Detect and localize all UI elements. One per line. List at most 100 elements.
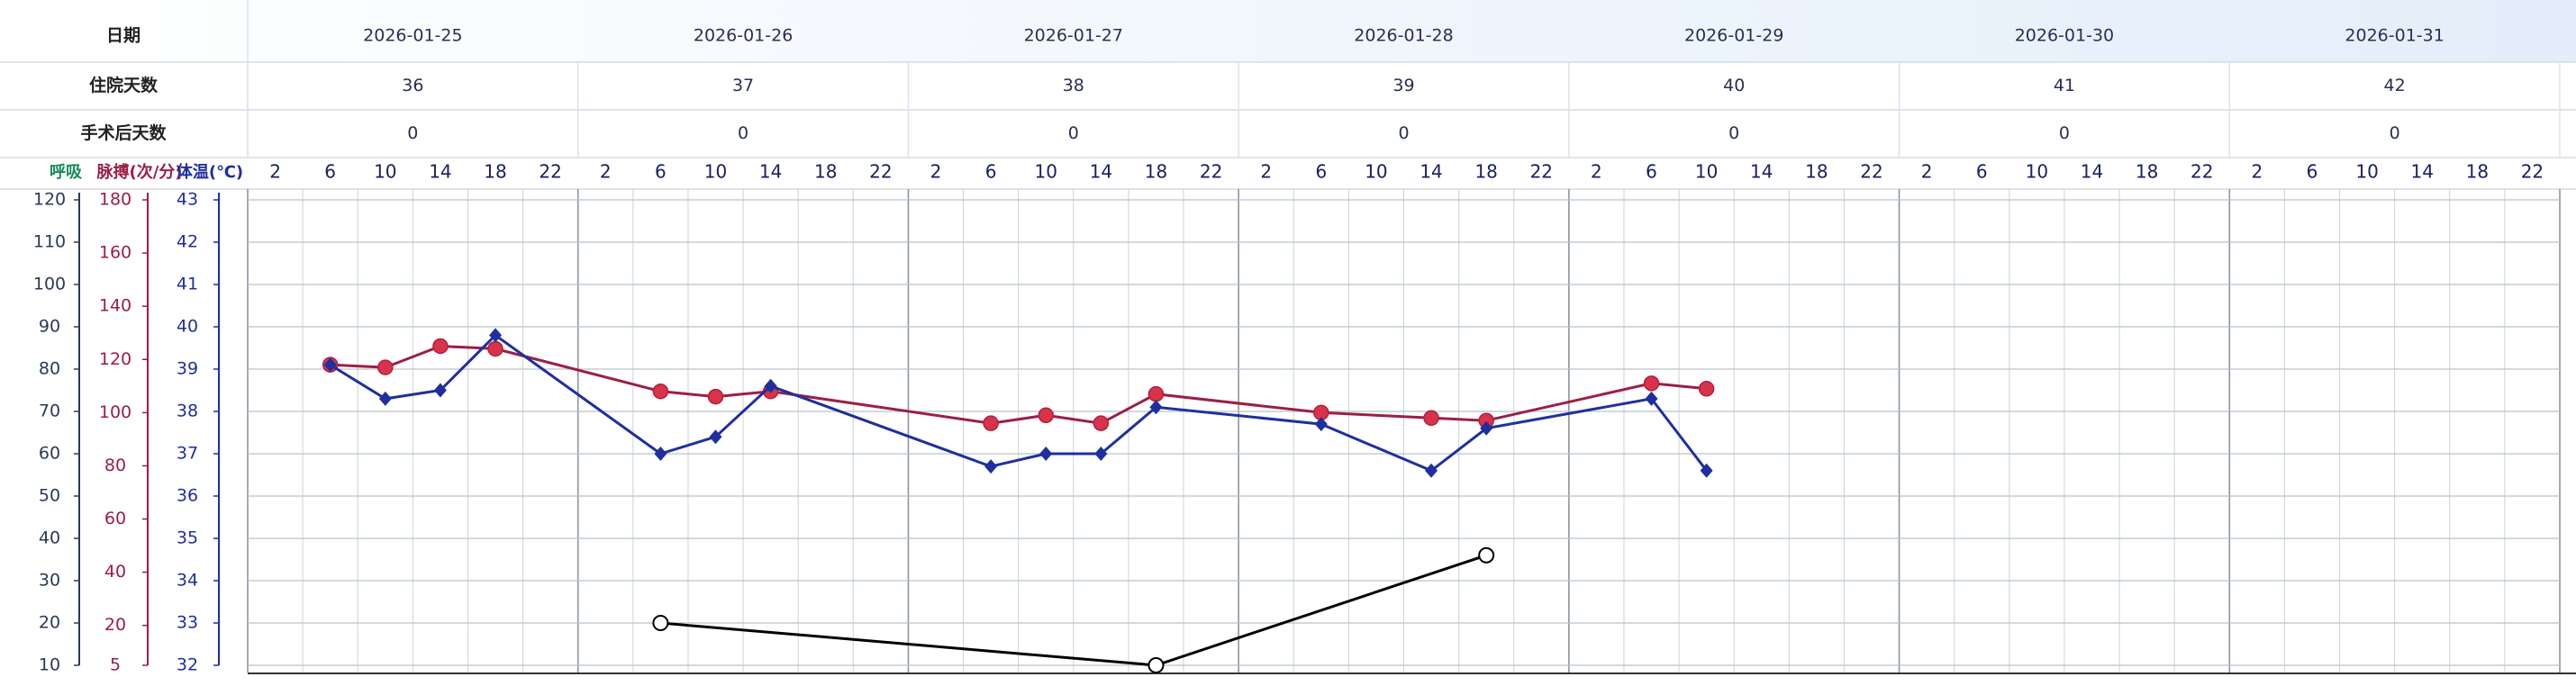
- day-cell: 42: [2384, 76, 2406, 95]
- hour-label: 10: [1365, 161, 1387, 183]
- y-tick-label: 39: [177, 359, 198, 379]
- y-tick-label: 120: [99, 349, 132, 369]
- y-tick-label: 32: [177, 655, 198, 675]
- point: [432, 338, 449, 355]
- hour-label: 14: [1750, 161, 1773, 183]
- hour-label: 2: [1591, 161, 1602, 183]
- y-tick-label: 120: [33, 190, 66, 210]
- day-cell: 0: [1068, 123, 1079, 143]
- hour-label: 6: [1976, 161, 1988, 183]
- y-tick-label: 70: [39, 402, 60, 421]
- y-tick-label: 5: [110, 655, 121, 675]
- point: [1643, 375, 1660, 392]
- day-cell: 0: [738, 123, 748, 143]
- y-tick-label: 110: [33, 232, 66, 252]
- hour-label: 14: [2410, 161, 2433, 183]
- date-cell: 2026-01-26: [694, 26, 793, 46]
- point: [764, 378, 777, 393]
- point: [1480, 420, 1493, 436]
- point: [1478, 546, 1495, 564]
- hour-label: 6: [985, 161, 997, 183]
- hour-label: 14: [2081, 161, 2103, 183]
- hour-label: 6: [2307, 161, 2318, 183]
- y-tick-label: 90: [39, 317, 60, 337]
- y-tick-label: 37: [177, 444, 198, 464]
- y-tick-label: 42: [177, 232, 198, 252]
- hour-label: 22: [2191, 161, 2213, 183]
- y-tick-label: 20: [39, 613, 60, 633]
- point: [1147, 657, 1165, 673]
- date-cell: 2026-01-31: [2345, 26, 2444, 46]
- point: [1038, 407, 1054, 424]
- y-tick-label: 10: [39, 655, 60, 675]
- y-tick-label: 100: [33, 275, 66, 294]
- hour-label: 22: [1860, 161, 1882, 183]
- day-cell: 40: [1723, 76, 1745, 95]
- hour-label: 18: [814, 161, 837, 183]
- hour-label: 10: [1034, 161, 1057, 183]
- point: [378, 391, 392, 406]
- row-label: 手术后天数: [80, 122, 167, 143]
- y-tick-label: 80: [104, 456, 126, 475]
- hour-label: 2: [1260, 161, 1272, 183]
- header-background: [0, 0, 2576, 62]
- y-tick-label: 34: [177, 571, 198, 591]
- hour-label: 2: [600, 161, 612, 183]
- y-tick-label: 80: [39, 359, 60, 379]
- day-cell: 36: [402, 76, 423, 95]
- point: [1039, 447, 1053, 461]
- hour-label: 18: [1474, 161, 1497, 183]
- series-line: [329, 333, 1708, 473]
- hour-label: 18: [2466, 161, 2489, 183]
- day-cell: 0: [407, 123, 418, 143]
- hour-label: 10: [2355, 161, 2378, 183]
- hour-label: 18: [484, 161, 506, 183]
- point: [323, 357, 337, 373]
- point: [983, 415, 999, 431]
- hour-label: 18: [2136, 161, 2158, 183]
- y-tick-label: 20: [104, 615, 126, 635]
- date-cell: 2026-01-25: [363, 26, 462, 46]
- hour-label: 14: [1420, 161, 1442, 183]
- date-cell: 2026-01-28: [1354, 26, 1453, 46]
- day-cell: 41: [2054, 76, 2075, 95]
- hour-label: 10: [374, 161, 396, 183]
- hour-label: 10: [704, 161, 727, 183]
- y-tick-label: 40: [104, 562, 126, 582]
- date-cell: 2026-01-27: [1024, 26, 1123, 46]
- point: [1149, 400, 1163, 415]
- point: [487, 340, 503, 357]
- point: [1094, 447, 1108, 461]
- hour-label: 22: [1530, 161, 1553, 183]
- day-cell: 0: [2059, 123, 2070, 143]
- hour-label: 2: [269, 161, 281, 183]
- axis-title: 呼吸: [50, 163, 83, 182]
- y-tick-label: 33: [177, 613, 198, 633]
- hour-label: 10: [1695, 161, 1718, 183]
- day-cell: 0: [2390, 123, 2400, 143]
- hour-label: 6: [1315, 161, 1327, 183]
- point: [709, 429, 722, 445]
- hour-label: 14: [429, 161, 451, 183]
- day-cell: 0: [1728, 123, 1739, 143]
- hour-label: 22: [869, 161, 892, 183]
- point: [1698, 381, 1715, 397]
- hour-label: 6: [1646, 161, 1657, 183]
- y-tick-label: 35: [177, 528, 198, 548]
- day-cell: 0: [1398, 123, 1409, 143]
- point: [1423, 410, 1439, 427]
- point: [1425, 463, 1438, 478]
- date-cell: 2026-01-29: [1684, 26, 1783, 46]
- y-tick-label: 38: [177, 402, 198, 421]
- hour-label: 2: [1921, 161, 1933, 183]
- point: [489, 328, 503, 343]
- y-tick-label: 50: [39, 486, 60, 506]
- hour-label: 2: [930, 161, 942, 183]
- row-label: 住院天数: [89, 75, 159, 95]
- hour-label: 22: [2521, 161, 2544, 183]
- point: [1645, 391, 1658, 406]
- y-tick-label: 30: [39, 571, 60, 591]
- y-tick-label: 140: [99, 296, 132, 316]
- y-tick-label: 40: [39, 528, 60, 548]
